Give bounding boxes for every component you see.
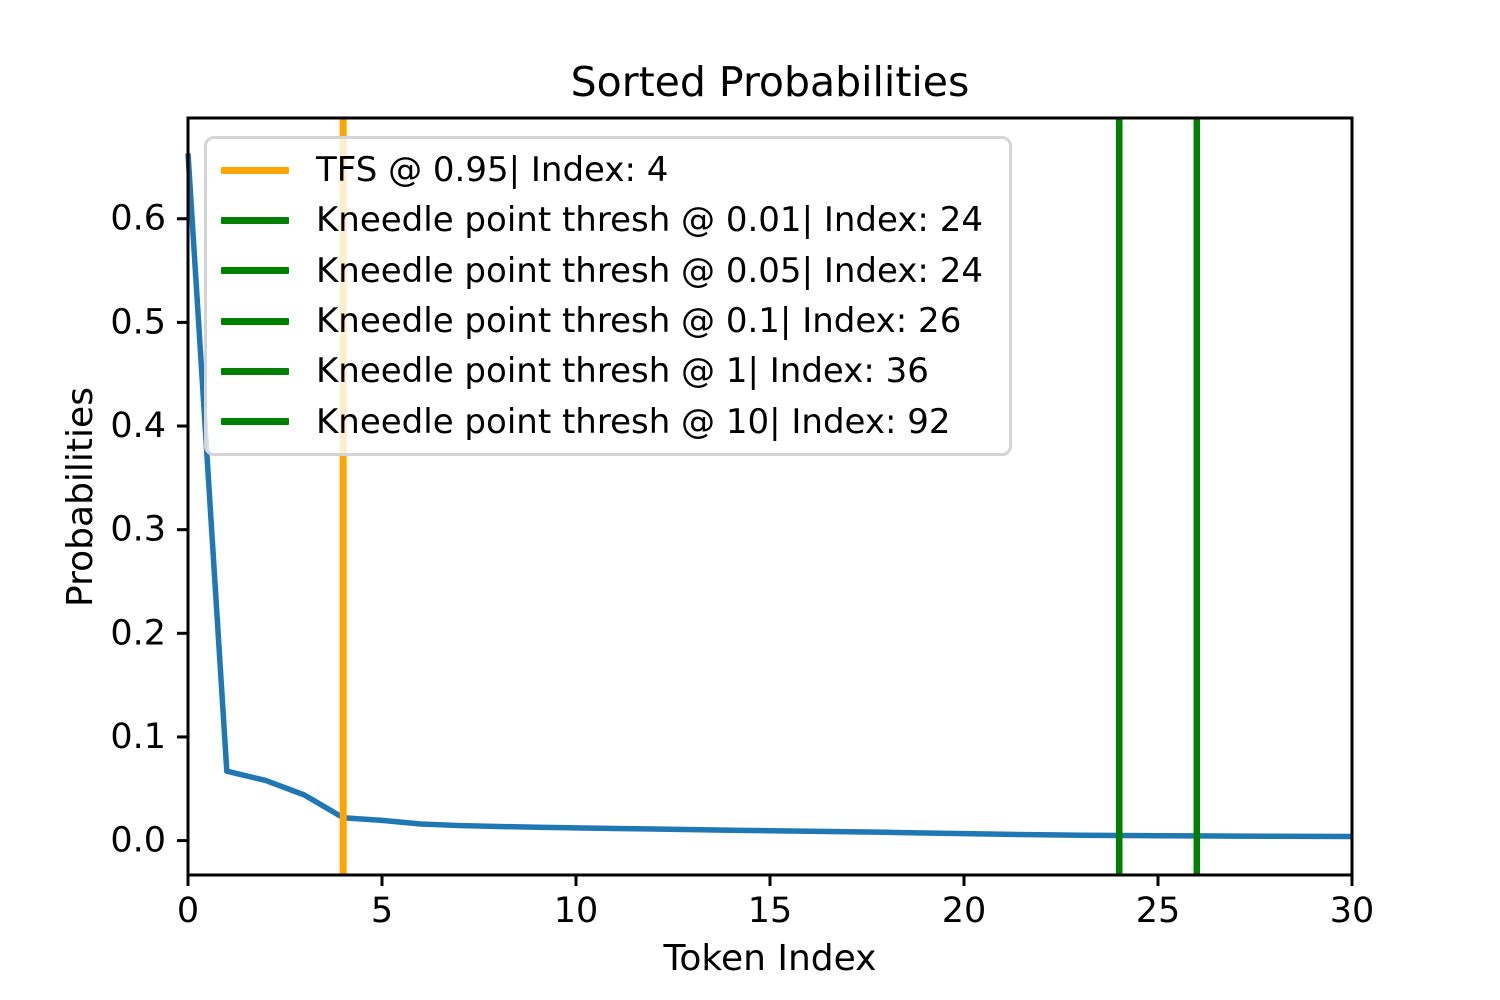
legend-swatch-line bbox=[221, 267, 289, 275]
x-axis-label: Token Index bbox=[663, 938, 877, 979]
legend-item: Kneedle point thresh @ 0.01| Index: 24 bbox=[221, 200, 999, 240]
legend-item: TFS @ 0.95| Index: 4 bbox=[221, 150, 999, 190]
legend-item-label: Kneedle point thresh @ 0.1| Index: 26 bbox=[316, 301, 962, 342]
legend-item-label: Kneedle point thresh @ 10| Index: 92 bbox=[316, 401, 951, 442]
legend-swatch-line bbox=[221, 367, 289, 375]
legend-swatch-line bbox=[221, 317, 289, 325]
legend-swatch-line bbox=[221, 216, 289, 224]
y-axis-label: Probabilities bbox=[60, 387, 101, 607]
sorted-probabilities-curve bbox=[185, 153, 1353, 840]
legend-item: Kneedle point thresh @ 1| Index: 36 bbox=[221, 351, 999, 391]
y-tick-label: 0.1 bbox=[110, 717, 166, 757]
y-tick-label: 0.2 bbox=[110, 613, 166, 653]
chart-title: Sorted Probabilities bbox=[570, 58, 970, 106]
x-tick-label: 30 bbox=[1330, 891, 1375, 931]
y-tick-label: 0.4 bbox=[110, 406, 166, 446]
y-tick-label: 0.0 bbox=[110, 821, 166, 861]
legend-item: Kneedle point thresh @ 0.05| Index: 24 bbox=[221, 251, 999, 291]
legend-item-label: Kneedle point thresh @ 0.01| Index: 24 bbox=[316, 200, 983, 241]
legend-item-label: Kneedle point thresh @ 0.05| Index: 24 bbox=[316, 250, 983, 291]
y-tick-label: 0.3 bbox=[110, 510, 166, 550]
legend-item-label: Kneedle point thresh @ 1| Index: 36 bbox=[316, 351, 929, 392]
y-tick-label: 0.5 bbox=[110, 302, 166, 342]
legend-swatch-line bbox=[221, 166, 289, 174]
x-tick-label: 15 bbox=[748, 891, 793, 931]
legend-item-label: TFS @ 0.95| Index: 4 bbox=[316, 150, 669, 191]
x-tick-label: 20 bbox=[942, 891, 987, 931]
y-tick-label: 0.6 bbox=[110, 199, 166, 239]
legend-swatch-line bbox=[221, 418, 289, 426]
x-tick-label: 25 bbox=[1136, 891, 1181, 931]
x-tick-label: 0 bbox=[177, 891, 199, 931]
legend-item: Kneedle point thresh @ 0.1| Index: 26 bbox=[221, 301, 999, 341]
x-tick-label: 10 bbox=[554, 891, 599, 931]
legend-item: Kneedle point thresh @ 10| Index: 92 bbox=[221, 402, 999, 442]
legend: TFS @ 0.95| Index: 4 Kneedle point thresh… bbox=[204, 136, 1012, 456]
x-tick-label: 5 bbox=[371, 891, 393, 931]
